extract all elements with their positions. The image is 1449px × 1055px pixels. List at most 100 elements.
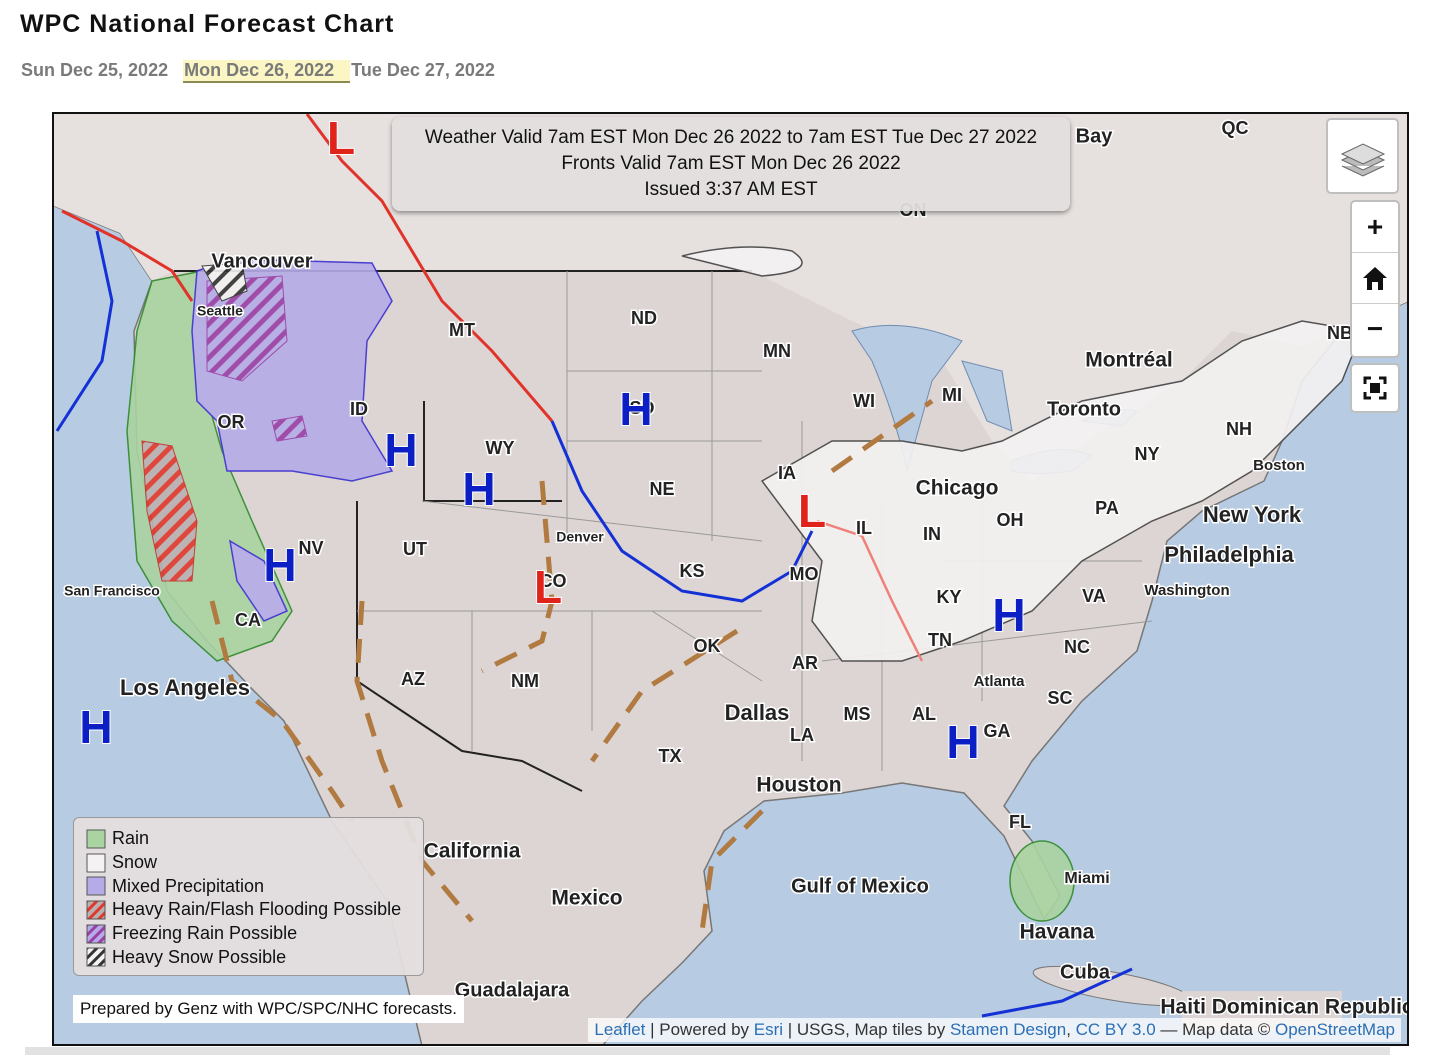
map[interactable]: Vancouver Seattle MT ND MN WI MI Montréal Toront… xyxy=(52,112,1409,1046)
date-tab[interactable]: Tue Dec 27, 2022 xyxy=(351,60,495,80)
swatch-box xyxy=(86,876,106,896)
attribution-text: — Map data © xyxy=(1155,1020,1275,1039)
place-label: IA xyxy=(778,463,796,483)
place-label: NM xyxy=(511,671,539,691)
map-canvas: Vancouver Seattle MT ND MN WI MI Montréal Toront… xyxy=(54,114,1407,1044)
legend-item: Snow xyxy=(86,851,423,875)
place-label: NH xyxy=(1226,419,1252,439)
place-label: New York xyxy=(1203,502,1302,527)
place-label: NB xyxy=(1327,323,1353,343)
place-label: MN xyxy=(763,341,791,361)
front-blue-west xyxy=(55,230,114,432)
pressure-symbol: H xyxy=(946,716,979,768)
legend-label: Mixed Precipitation xyxy=(112,875,265,896)
place-label: Atlanta xyxy=(974,673,1025,690)
place-label: NY xyxy=(1134,444,1159,464)
legend-label: Heavy Snow Possible xyxy=(112,946,287,967)
date-tab[interactable]: Mon Dec 26, 2022 xyxy=(183,60,351,83)
place-labels: Vancouver Seattle MT ND MN WI MI Montréal Toront… xyxy=(63,116,1407,1020)
legend-item: Rain xyxy=(86,827,423,851)
place-label: Denver xyxy=(556,529,604,545)
legend-item: Freezing Rain Possible xyxy=(86,922,423,946)
place-label: AL xyxy=(912,704,936,724)
place-label: SC xyxy=(1047,688,1072,708)
place-label: LA xyxy=(790,725,814,745)
valid-time-box: Weather Valid 7am EST Mon Dec 26 2022 to… xyxy=(392,117,1070,211)
pressure-symbol: H xyxy=(263,539,296,591)
date-tab[interactable]: Sun Dec 25, 2022 xyxy=(21,60,169,80)
place-label: QC xyxy=(1222,118,1249,138)
info-line: Weather Valid 7am EST Mon Dec 26 2022 to… xyxy=(424,127,1038,148)
place-label: NC xyxy=(1064,637,1090,657)
place-label: California xyxy=(424,840,521,863)
info-line: Fronts Valid 7am EST Mon Dec 26 2022 xyxy=(561,153,901,174)
fronts xyxy=(55,114,1133,1018)
fullscreen-button[interactable] xyxy=(1350,363,1400,413)
pressure-symbol: L xyxy=(534,561,562,613)
pressure-symbol: H xyxy=(79,701,112,753)
attribution-link[interactable]: CC BY 3.0 xyxy=(1075,1020,1156,1039)
place-label: KS xyxy=(679,561,704,581)
place-label: Toronto xyxy=(1047,398,1121,420)
place-label: PA xyxy=(1095,498,1119,518)
place-label: Gulf of Mexico xyxy=(791,875,929,897)
zoom-in[interactable]: + xyxy=(1352,202,1398,253)
legend-swatch xyxy=(86,829,106,849)
place-label: Philadelphia xyxy=(1164,542,1294,567)
place-label: NV xyxy=(298,538,323,558)
place-label: UT xyxy=(403,539,427,559)
place-label: MT xyxy=(449,320,475,340)
place-label: Chicago xyxy=(916,477,999,500)
place-label: Houston xyxy=(756,774,841,797)
legend-item: Heavy Rain/Flash Flooding Possible xyxy=(86,898,423,922)
swatch-box xyxy=(86,900,106,920)
home-button[interactable] xyxy=(1352,253,1398,304)
place-label: TN xyxy=(928,630,952,650)
front-caribbean xyxy=(981,967,1133,1018)
place-label: IL xyxy=(856,518,872,538)
place-label: ND xyxy=(631,308,657,328)
front-blue xyxy=(550,420,814,603)
place-label: Boston xyxy=(1253,457,1305,474)
pressure-symbol: H xyxy=(462,463,495,515)
great-lakes xyxy=(851,324,1139,474)
place-label: Mexico xyxy=(551,887,622,910)
attribution: Leaflet | Powered by Esri | USGS, Map ti… xyxy=(588,1018,1401,1042)
zoom-controls: + − xyxy=(1350,200,1400,358)
pressure-symbol: H xyxy=(619,383,652,435)
snow-area-north xyxy=(681,246,803,277)
legend-swatch xyxy=(86,876,106,896)
place-label: Vancouver xyxy=(211,250,312,272)
date-tabs: Sun Dec 25, 2022 Mon Dec 26, 2022 Tue Dec … xyxy=(20,60,510,83)
front-red xyxy=(305,114,554,422)
place-label: TX xyxy=(658,746,681,766)
swatch-box xyxy=(86,947,106,967)
place-label: MI xyxy=(942,385,962,405)
place-label: AR xyxy=(792,653,818,673)
attribution-link[interactable]: Esri xyxy=(753,1020,784,1039)
zoom-out[interactable]: − xyxy=(1366,313,1384,344)
layers-button[interactable] xyxy=(1326,118,1399,194)
place-label: Guadalajara xyxy=(455,979,570,1001)
attribution-link[interactable]: Stamen Design xyxy=(949,1020,1067,1039)
place-label: Dallas xyxy=(725,700,790,725)
freezing-area xyxy=(206,275,308,442)
place-label: ID xyxy=(350,399,368,419)
swatch-box xyxy=(86,829,106,849)
swatch-box xyxy=(86,924,106,944)
pressure-symbol: H xyxy=(384,424,417,476)
attribution-text: | USGS, Map tiles by xyxy=(783,1020,950,1039)
place-label: Bay xyxy=(1076,125,1114,147)
place-label: CA xyxy=(235,610,261,630)
place-label: KY xyxy=(936,587,961,607)
place-label: MS xyxy=(844,704,871,724)
attribution-link[interactable]: OpenStreetMap xyxy=(1274,1020,1395,1039)
scrollbar-track xyxy=(25,1047,1390,1055)
attribution-link[interactable]: Leaflet xyxy=(594,1020,646,1039)
front-pink xyxy=(816,519,924,662)
pressure-symbol: L xyxy=(798,485,826,537)
precipitation xyxy=(126,246,1364,922)
layers-icon xyxy=(1340,143,1386,177)
